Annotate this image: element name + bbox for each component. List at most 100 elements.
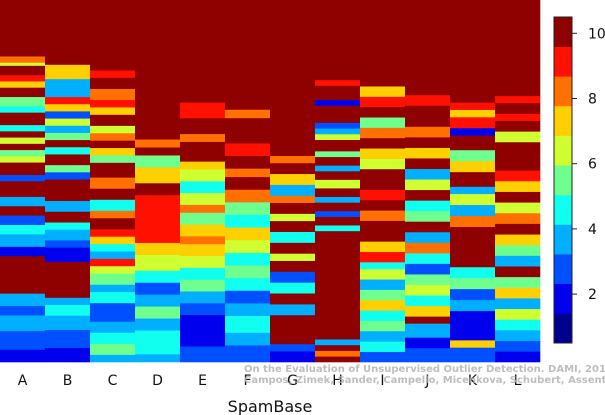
heatmap-cell-J-11 — [405, 231, 451, 243]
heatmap-cell-J-5 — [405, 295, 451, 307]
heatmap-cell-B-11 — [45, 200, 91, 212]
heatmap-cell-L-13 — [495, 212, 541, 224]
heatmap-cell-E-3 — [180, 291, 226, 304]
heatmap-cell-H-0 — [315, 356, 361, 363]
heatmap-cell-L-18 — [495, 159, 541, 171]
heatmap-cell-K-13 — [450, 171, 496, 187]
heatmap-cell-J-16 — [405, 179, 451, 191]
heatmap-cell-L-6 — [495, 287, 541, 299]
heatmap-cell-B-9 — [45, 222, 91, 230]
legend-tick-label-8: 8 — [588, 92, 597, 108]
heatmap-cell-F-8 — [225, 239, 271, 253]
heatmap-cell-E-0 — [180, 346, 226, 363]
heatmap-cell-J-12 — [405, 221, 451, 233]
heatmap-cell-B-7 — [45, 240, 91, 248]
heatmap-cell-G-3 — [270, 304, 316, 316]
heatmap-cell-H-18 — [315, 128, 361, 135]
heatmap-cell-C-13 — [90, 229, 136, 237]
heatmap-cell-L-4 — [495, 308, 541, 320]
legend-band-4 — [554, 194, 572, 225]
heatmap-cell-G-4 — [270, 293, 316, 305]
heatmap-cell-G-14 — [270, 195, 316, 204]
heatmap-cell-D-12 — [135, 155, 181, 168]
heatmap-cell-J-3 — [405, 316, 451, 324]
x-tick-label-L: L — [514, 373, 522, 389]
heatmap-cell-K-11 — [450, 193, 496, 206]
heatmap-cell-H-21 — [315, 99, 361, 106]
heatmap-cell-E-19 — [180, 118, 226, 135]
heatmap-cell-C-22 — [90, 140, 136, 149]
heatmap-cell-C-8 — [90, 265, 136, 274]
heatmap-cell-C-26 — [90, 107, 136, 115]
heatmap-cell-G-7 — [270, 260, 316, 272]
heatmap-cell-I-11 — [360, 241, 406, 252]
heatmap-cell-H-23 — [315, 79, 361, 86]
heatmap-cell-G-8 — [270, 253, 316, 261]
heatmap-cell-J-14 — [405, 200, 451, 212]
heatmap-cell-B-4 — [45, 297, 91, 305]
heatmap-cell-B-23 — [45, 96, 91, 105]
heatmap-cell-F-7 — [225, 252, 271, 266]
heatmap-cell-D-13 — [135, 147, 181, 156]
heatmap-cell-H-24 — [315, 0, 361, 81]
heatmap-cell-G-11 — [270, 220, 316, 232]
heatmap-cell-F-0 — [225, 345, 271, 363]
heatmap-cell-D-15 — [135, 87, 181, 140]
heatmap-cell-K-6 — [450, 266, 496, 279]
x-tick-label-J: J — [424, 373, 429, 389]
heatmap-cell-D-7 — [135, 254, 181, 271]
heatmap-cell-J-4 — [405, 305, 451, 317]
heatmap-cell-D-10 — [135, 182, 181, 196]
heatmap-cell-A-24 — [0, 87, 46, 98]
heatmap-cell-I-5 — [360, 299, 406, 311]
heatmap-cell-C-20 — [90, 155, 136, 163]
heatmap-cell-J-18 — [405, 158, 451, 169]
heatmap-cell-F-13 — [225, 176, 271, 190]
heatmap-cell-I-22 — [360, 127, 406, 139]
heatmap-cell-H-9 — [315, 196, 361, 203]
heatmap-cell-I-26 — [360, 86, 406, 97]
heatmap-cell-B-18 — [45, 132, 91, 141]
x-tick-label-I: I — [380, 373, 384, 389]
heatmap-cell-A-5 — [0, 255, 46, 294]
heatmap-cell-J-24 — [405, 94, 451, 106]
heatmap-cell-B-1 — [45, 329, 91, 348]
heatmap-cell-I-8 — [360, 268, 406, 280]
heatmap-cell-A-20 — [0, 124, 46, 132]
heatmap-cell-G-18 — [270, 155, 316, 164]
heatmap-cell-I-15 — [360, 199, 406, 211]
heatmap-cell-F-17 — [225, 130, 271, 144]
legend-border — [553, 16, 573, 344]
heatmap-cell-B-22 — [45, 103, 91, 112]
heatmap-cell-E-21 — [180, 0, 226, 103]
heatmap-cell-C-4 — [90, 302, 136, 322]
heatmap-cell-I-6 — [360, 289, 406, 301]
heatmap-cell-J-25 — [405, 0, 451, 96]
heatmap-cell-J-22 — [405, 115, 451, 127]
heatmap-cell-E-1 — [180, 314, 226, 347]
heatmap-cell-K-18 — [450, 117, 496, 129]
heatmap-cell-E-9 — [180, 224, 226, 237]
heatmap-cell-C-18 — [90, 177, 136, 189]
heatmap-cell-F-1 — [225, 332, 271, 346]
heatmap-cell-I-27 — [360, 0, 406, 87]
heatmap-cell-A-23 — [0, 96, 46, 107]
x-tick-label-E: E — [198, 373, 207, 389]
heatmap-cell-H-20 — [315, 105, 361, 123]
heatmap-cell-B-15 — [45, 154, 91, 166]
heatmap-cell-H-12 — [315, 171, 361, 180]
heatmap-cell-E-13 — [180, 181, 226, 194]
heatmap-cell-A-8 — [0, 224, 46, 235]
heatmap-cell-A-1 — [0, 330, 46, 350]
heatmap-cell-F-14 — [225, 168, 271, 178]
heatmap-cell-C-19 — [90, 162, 136, 178]
heatmap-cell-H-10 — [315, 188, 361, 197]
heatmap-cell-H-19 — [315, 122, 361, 129]
heatmap-cell-I-2 — [360, 330, 406, 342]
heatmap-cell-K-21 — [450, 0, 496, 103]
heatmap-cell-I-3 — [360, 320, 406, 332]
heatmap-cell-K-8 — [450, 226, 496, 238]
heatmap-cell-I-0 — [360, 351, 406, 363]
heatmap-cell-C-3 — [90, 321, 136, 333]
heatmap-cell-D-17 — [135, 0, 181, 80]
